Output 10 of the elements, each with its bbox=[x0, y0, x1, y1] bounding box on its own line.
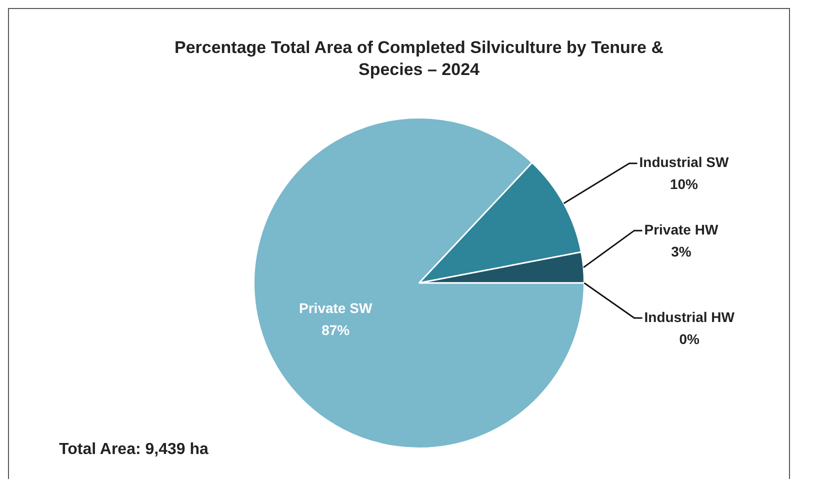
data-label: 3% bbox=[671, 243, 692, 260]
data-label: 10% bbox=[670, 176, 699, 192]
text: Total Area: 9,439 ha bbox=[59, 441, 208, 459]
slice-label: Private SW bbox=[299, 300, 373, 316]
category-label: Industrial HW bbox=[644, 308, 734, 325]
slice-label: Industrial SW bbox=[639, 154, 730, 170]
slice-label: Private HW bbox=[644, 221, 719, 238]
chart-title: Percentage Total Area of Completed Silviculture by Tenure & Species – 2024 bbox=[173, 37, 664, 81]
data-label: 87% bbox=[322, 322, 350, 338]
text: 0% bbox=[679, 330, 700, 347]
